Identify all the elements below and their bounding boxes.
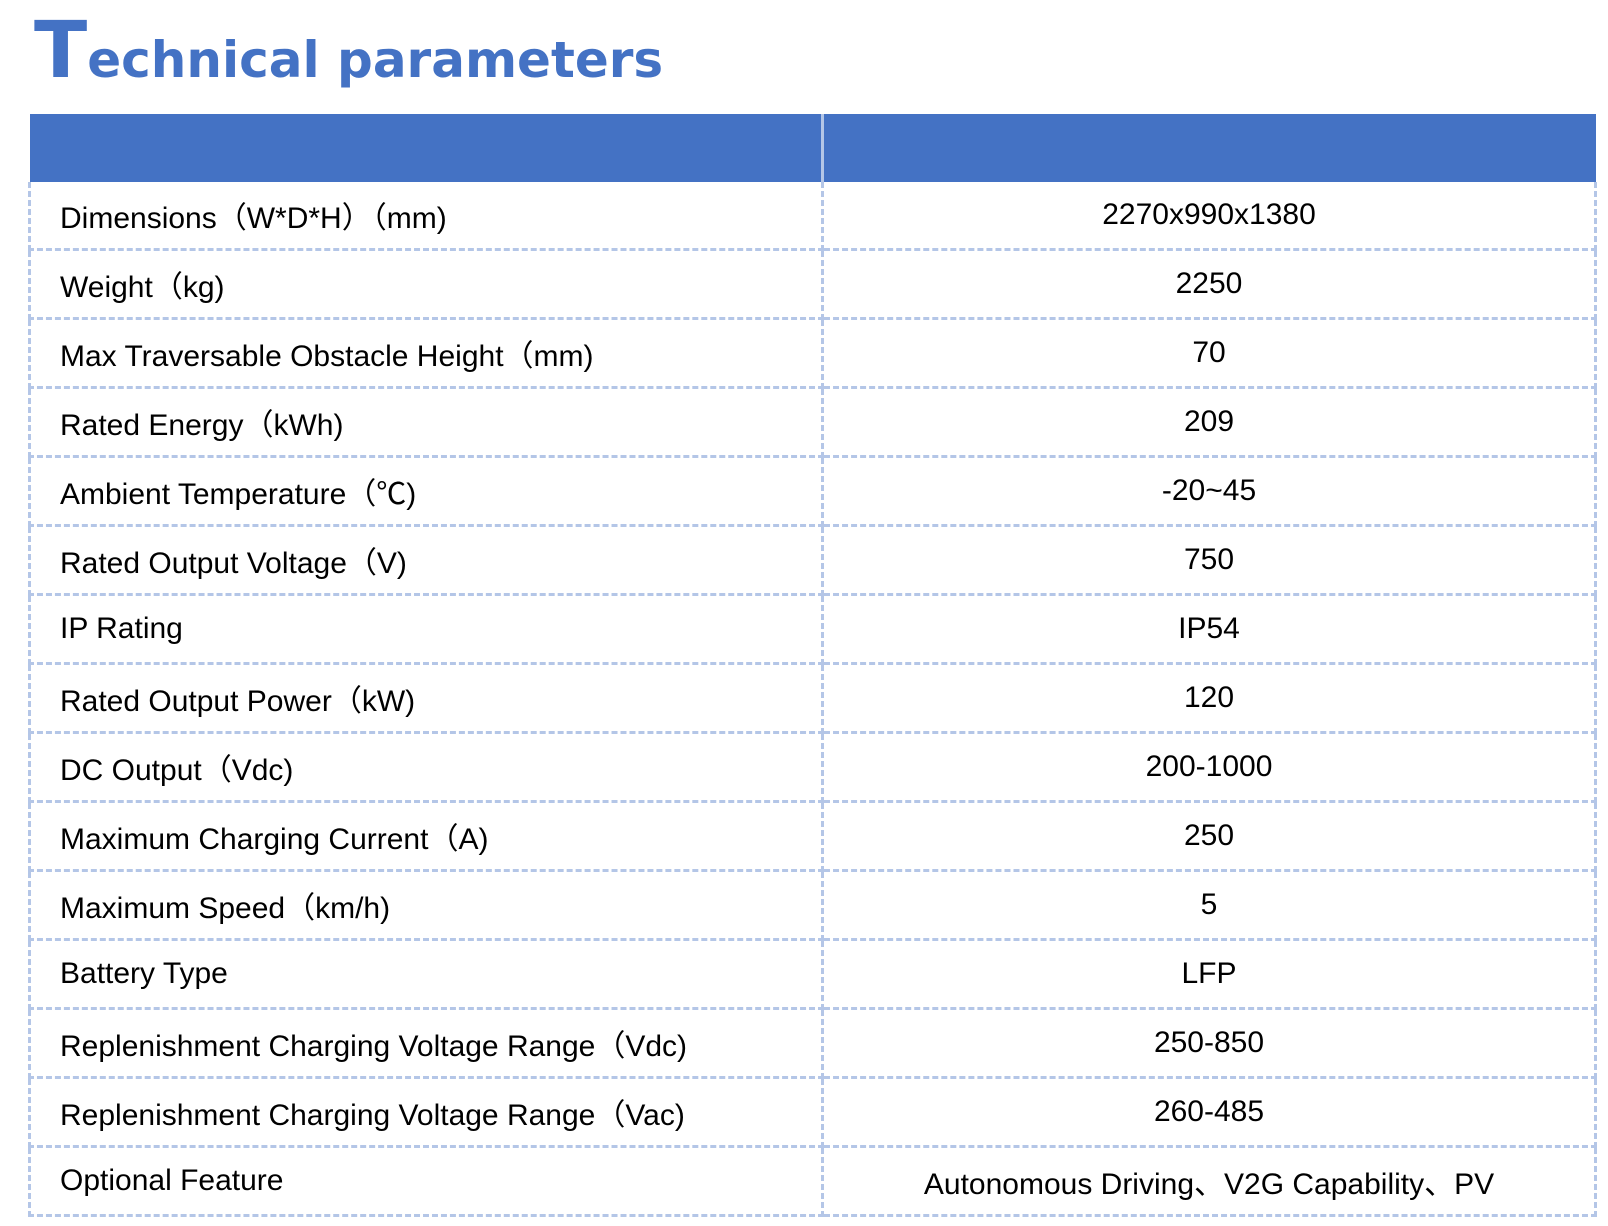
parameter-name: Optional Feature <box>28 1146 824 1217</box>
parameter-name: Maximum Charging Current（A) <box>28 801 824 872</box>
parameter-value: 209 <box>822 387 1597 458</box>
title-rest: echnical parameters <box>87 31 664 89</box>
parameter-value: 250 <box>822 801 1597 872</box>
parameter-value: 2270x990x1380 <box>822 182 1597 251</box>
table-row: IP Rating IP54 <box>28 594 1597 665</box>
table-row: Weight（kg) 2250 <box>28 249 1597 320</box>
parameter-value: 250-850 <box>822 1008 1597 1079</box>
table-row: Rated Energy（kWh) 209 <box>28 387 1597 458</box>
parameter-value: 120 <box>822 663 1597 734</box>
table-row: Dimensions（W*D*H）（mm) 2270x990x1380 <box>28 182 1597 251</box>
parameter-value: 5 <box>822 870 1597 941</box>
parameter-name: Dimensions（W*D*H）（mm) <box>28 182 824 251</box>
parameter-value: 200-1000 <box>822 732 1597 803</box>
parameter-value: -20~45 <box>822 456 1597 527</box>
table-row: DC Output（Vdc) 200-1000 <box>28 732 1597 803</box>
table-row: Maximum Charging Current（A) 250 <box>28 801 1597 872</box>
parameter-name: Replenishment Charging Voltage Range（Vac… <box>28 1077 824 1148</box>
title-initial-letter: T <box>34 6 88 96</box>
table-row: Replenishment Charging Voltage Range（Vac… <box>28 1077 1597 1148</box>
parameter-value: 260-485 <box>822 1077 1597 1148</box>
parameter-value: Autonomous Driving、V2G Capability、PV <box>822 1146 1597 1217</box>
page-title: Technical parameters <box>34 6 663 105</box>
parameter-value: IP54 <box>822 594 1597 665</box>
parameter-value: 2250 <box>822 249 1597 320</box>
table-row: Max Traversable Obstacle Height（mm) 70 <box>28 318 1597 389</box>
parameter-name: Ambient Temperature（℃) <box>28 456 824 527</box>
parameter-name: Rated Output Power（kW) <box>28 663 824 734</box>
table-row: Ambient Temperature（℃) -20~45 <box>28 456 1597 527</box>
header-cell-value <box>822 114 1596 182</box>
table-row: Optional Feature Autonomous Driving、V2G … <box>28 1146 1597 1217</box>
table-header-row <box>29 114 1596 182</box>
technical-parameters-table: Dimensions（W*D*H）（mm) 2270x990x1380 Weig… <box>28 114 1597 1217</box>
parameter-name: Rated Output Voltage（V) <box>28 525 824 596</box>
parameter-value: 70 <box>822 318 1597 389</box>
parameter-name: Weight（kg) <box>28 249 824 320</box>
parameter-name: Rated Energy（kWh) <box>28 387 824 458</box>
parameter-name: IP Rating <box>28 594 824 665</box>
table-row: Rated Output Power（kW) 120 <box>28 663 1597 734</box>
parameter-name: Maximum Speed（km/h) <box>28 870 824 941</box>
table-row: Battery Type LFP <box>28 939 1597 1010</box>
parameter-value: LFP <box>822 939 1597 1010</box>
table-row: Rated Output Voltage（V) 750 <box>28 525 1597 596</box>
table-row: Maximum Speed（km/h) 5 <box>28 870 1597 941</box>
table-row: Replenishment Charging Voltage Range（Vdc… <box>28 1008 1597 1079</box>
header-cell-parameter <box>29 114 824 182</box>
parameter-name: Replenishment Charging Voltage Range（Vdc… <box>28 1008 824 1079</box>
parameter-name: DC Output（Vdc) <box>28 732 824 803</box>
parameter-name: Max Traversable Obstacle Height（mm) <box>28 318 824 389</box>
parameter-name: Battery Type <box>28 939 824 1010</box>
parameter-value: 750 <box>822 525 1597 596</box>
